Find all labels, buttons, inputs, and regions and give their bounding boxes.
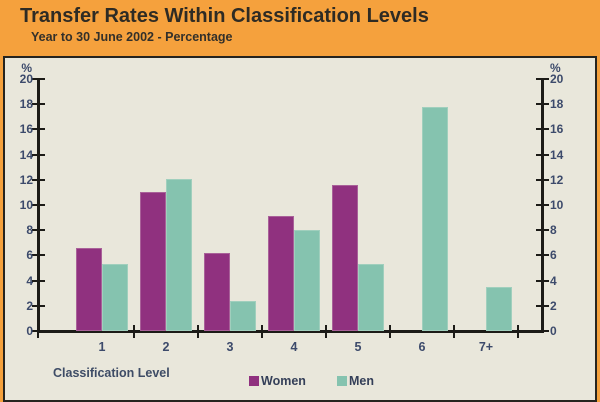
y-tick-label-left-16: 16 <box>19 122 33 137</box>
y-tick-label-left-0: 0 <box>26 324 33 338</box>
y-tick-label-right-12: 12 <box>550 172 564 187</box>
y-tick-label-left-20: 20 <box>19 72 33 86</box>
y-tick-right-10 <box>536 204 549 206</box>
y-tick-left-8 <box>32 229 45 232</box>
y-tick-left-2 <box>32 304 45 307</box>
chart-panel: % % 0 0 2 2 4 4 6 6 8 8 10 10 12 12 14 14 16 16 18 18 20 20 1 2… <box>3 56 597 402</box>
y-tick-right-14 <box>536 153 549 156</box>
y-tick-label-right-10: 10 <box>550 198 564 212</box>
x-tick-4 <box>325 325 327 338</box>
chart-title: Transfer Rates Within Classification Lev… <box>20 5 429 27</box>
y-tick-label-left-10: 10 <box>19 198 33 212</box>
bar-men-2 <box>166 179 192 331</box>
y-tick-label-right-2: 2 <box>550 298 557 313</box>
y-tick-label-right-20: 20 <box>550 72 564 86</box>
y-tick-left-16 <box>32 128 45 131</box>
y-tick-left-10 <box>32 204 45 206</box>
y-tick-right-2 <box>536 304 549 307</box>
y-tick-left-14 <box>32 153 45 156</box>
y-tick-label-left-8: 8 <box>26 223 33 238</box>
bar-women-3 <box>204 253 230 331</box>
y-tick-right-16 <box>536 128 549 131</box>
y-tick-right-12 <box>536 178 549 181</box>
legend-swatch-women <box>249 376 259 386</box>
y-tick-label-left-14: 14 <box>19 147 33 162</box>
x-tick-origin <box>37 325 39 338</box>
x-tick-label-6: 6 <box>418 340 426 354</box>
y-tick-label-right-16: 16 <box>550 122 564 137</box>
x-tick-7 <box>517 325 519 338</box>
chart-subtitle: Year to 30 June 2002 - Percentage <box>31 30 233 44</box>
bar-women-5 <box>332 185 358 331</box>
legend-label-women: Women <box>261 374 306 388</box>
bar-men-7+ <box>486 287 512 331</box>
y-tick-label-right-8: 8 <box>550 223 557 238</box>
bar-women-4 <box>268 216 294 331</box>
legend-item-men: Men <box>337 374 374 388</box>
legend-item-women: Women <box>249 374 306 388</box>
bar-men-4 <box>294 230 320 331</box>
x-tick-2 <box>197 325 199 338</box>
x-tick-3 <box>261 325 263 338</box>
y-tick-label-left-4: 4 <box>26 273 33 288</box>
x-axis <box>37 330 544 333</box>
bar-men-5 <box>358 264 384 331</box>
y-tick-label-right-18: 18 <box>550 97 564 112</box>
x-tick-5 <box>389 325 391 338</box>
x-tick-label-1: 1 <box>98 340 106 354</box>
y-tick-label-left-18: 18 <box>19 97 33 112</box>
x-tick-6 <box>453 325 455 338</box>
legend-swatch-men <box>337 376 347 386</box>
y-tick-label-left-6: 6 <box>26 248 33 263</box>
y-tick-right-8 <box>536 229 549 232</box>
x-tick-1 <box>133 325 135 338</box>
y-tick-label-right-4: 4 <box>550 273 557 288</box>
bar-women-2 <box>140 192 166 331</box>
bar-men-6 <box>422 107 448 331</box>
y-tick-right-4 <box>536 279 549 282</box>
report-header: Transfer Rates Within Classification Lev… <box>0 0 600 56</box>
y-axis-unit-left: % <box>21 61 32 75</box>
y-tick-right-6 <box>536 254 549 257</box>
y-tick-right-18 <box>536 103 549 106</box>
bar-men-3 <box>230 301 256 331</box>
y-tick-label-left-12: 12 <box>19 172 33 187</box>
y-tick-right-20 <box>536 78 549 80</box>
x-tick-label-5: 5 <box>354 340 362 354</box>
y-tick-left-12 <box>32 178 45 181</box>
bar-men-1 <box>102 264 128 331</box>
bar-women-1 <box>76 248 102 331</box>
x-tick-label-2: 2 <box>162 340 170 354</box>
y-tick-label-left-2: 2 <box>26 298 33 313</box>
y-tick-left-18 <box>32 103 45 106</box>
y-tick-label-right-0: 0 <box>550 324 557 338</box>
y-axis-unit-right: % <box>550 61 561 75</box>
x-tick-label-4: 4 <box>290 340 298 354</box>
y-tick-left-20 <box>32 78 45 80</box>
y-tick-left-6 <box>32 254 45 257</box>
y-tick-right-0 <box>536 330 549 332</box>
x-axis-title: Classification Level <box>53 366 170 380</box>
y-tick-label-right-14: 14 <box>550 147 564 162</box>
y-tick-left-4 <box>32 279 45 282</box>
x-tick-label-3: 3 <box>226 340 234 354</box>
legend-label-men: Men <box>349 374 374 388</box>
y-tick-label-right-6: 6 <box>550 248 557 263</box>
x-tick-label-7+: 7+ <box>478 340 494 354</box>
